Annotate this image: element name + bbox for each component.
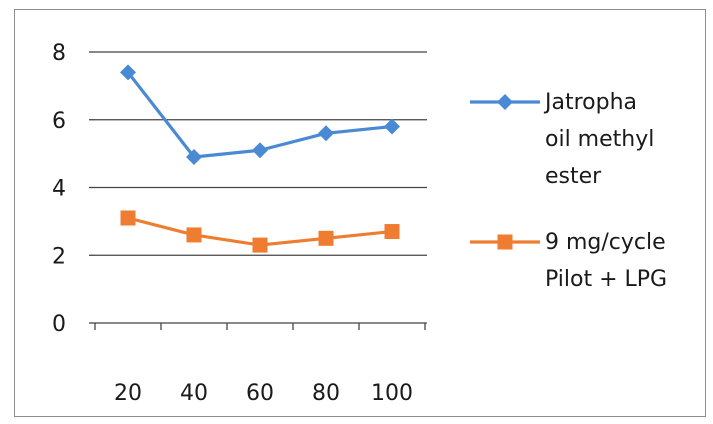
legend-label: ester: [545, 164, 602, 189]
y-tick-label: 8: [52, 41, 66, 66]
x-tick-label: 80: [312, 381, 340, 406]
data-point-marker: [120, 64, 136, 81]
square-marker: [497, 234, 513, 250]
data-point-marker: [252, 237, 268, 253]
x-tick-label: 20: [114, 381, 142, 406]
data-point-marker: [384, 118, 400, 135]
diamond-marker: [497, 94, 513, 110]
legend: Jatropha oil methyl ester 9 mg/cycle Pilot +…: [470, 90, 667, 292]
legend-label: 9 mg/cycle: [545, 230, 666, 255]
x-tick-label: 100: [371, 381, 413, 406]
data-point-marker: [186, 227, 202, 243]
series-lines: [120, 64, 400, 253]
legend-label: Jatropha: [543, 90, 637, 115]
data-point-marker: [252, 142, 268, 159]
legend-entry-1: Jatropha oil methyl ester: [470, 90, 654, 189]
x-tick-label: 40: [180, 381, 208, 406]
tick-labels: 0 2 4 6 8 20 40 60 80 100: [52, 41, 413, 406]
axes: [89, 51, 427, 330]
legend-label: Pilot + LPG: [545, 267, 667, 292]
series-1: [120, 64, 400, 166]
legend-label: oil methyl: [545, 127, 654, 152]
x-tick-label: 60: [246, 381, 274, 406]
data-point-marker: [120, 210, 136, 226]
grid-lines: [95, 51, 427, 256]
data-point-marker: [318, 125, 334, 142]
data-point-marker: [318, 230, 334, 246]
data-point-marker: [186, 149, 202, 166]
data-point-marker: [384, 224, 400, 240]
y-tick-label: 4: [52, 177, 66, 202]
legend-entry-2: 9 mg/cycle Pilot + LPG: [470, 230, 667, 292]
y-tick-label: 6: [52, 109, 66, 134]
y-tick-label: 0: [52, 312, 66, 337]
series-2: [120, 210, 400, 253]
y-tick-label: 2: [52, 244, 66, 269]
